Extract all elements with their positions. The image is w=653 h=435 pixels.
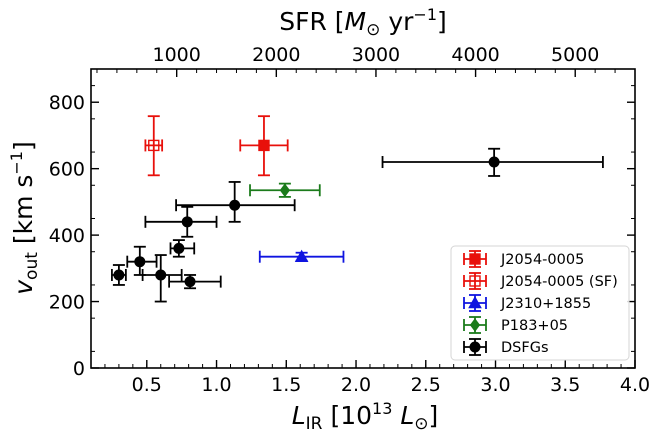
data-point (175, 181, 296, 223)
top-axis-ticks: 1000 2000 3000 4000 5000 (96, 44, 636, 77)
data-point (141, 254, 183, 303)
data-point (168, 274, 222, 290)
x-tick-label: 3.0 (480, 374, 510, 396)
y-tick-label: 800 (49, 92, 85, 114)
legend-label: DSFGs (501, 340, 549, 356)
data-point (249, 182, 321, 198)
x-tick-label: 4.0 (620, 374, 650, 396)
diamond-marker (279, 183, 291, 198)
diamond-marker (469, 318, 481, 332)
legend-label: P183+05 (501, 318, 568, 334)
circle-marker (184, 276, 196, 288)
legend-label: J2310+1855 (500, 296, 591, 312)
series-j2310-1855 (258, 249, 345, 263)
legend-entry: J2054-0005 (463, 250, 584, 268)
x-axis-ticks: 0.5 1.0 1.5 2.0 2.5 3.0 3.5 4.0 (90, 360, 650, 396)
data-point (169, 239, 196, 258)
circle-marker (229, 199, 241, 211)
series-j2054-0005 (239, 115, 289, 177)
top-tick-label: 1000 (153, 44, 201, 66)
x-tick-label: 2.5 (411, 374, 441, 396)
circle-marker (181, 216, 193, 228)
legend: J2054-0005 J2054-0005 (SF) J2310+1855 P183+… (450, 245, 630, 361)
x-tick-label: 3.5 (550, 374, 580, 396)
x-axis-title: LIR [1013 L⊙] (292, 399, 439, 434)
data-point (111, 264, 127, 286)
y-tick-label: 600 (49, 159, 85, 181)
x-tick-label: 0.5 (132, 374, 162, 396)
circle-marker (173, 242, 185, 254)
square-marker (258, 139, 270, 152)
y-tick-label: 0 (73, 358, 85, 380)
data-markers (111, 115, 604, 303)
circle-marker (469, 341, 481, 353)
data-point (126, 245, 158, 276)
circle-marker (488, 156, 500, 168)
x-tick-label: 2.0 (341, 374, 371, 396)
triangle-marker (294, 249, 309, 263)
top-tick-label: 5000 (551, 44, 599, 66)
data-point (144, 205, 218, 238)
x-tick-label: 1.0 (201, 374, 231, 396)
legend-label: J2054-0005 (SF) (500, 274, 618, 290)
circle-marker (134, 256, 146, 268)
triangle-marker (468, 295, 482, 309)
circle-marker (155, 269, 167, 281)
series-j2054-0005-sf- (144, 115, 164, 177)
legend-entry: J2310+1855 (463, 294, 591, 312)
x-tick-label: 1.5 (271, 374, 301, 396)
y-tick-label: 400 (49, 225, 85, 247)
top-axis-title: SFR [M⊙ yr−1] (279, 5, 447, 40)
top-tick-label: 3000 (352, 44, 400, 66)
y-axis-ticks: 0 200 400 600 800 (49, 85, 635, 380)
legend-entry: DSFGs (463, 338, 549, 356)
legend-box (450, 245, 630, 361)
y-axis-title: vout [km s−1] (7, 141, 42, 295)
legend-entry: P183+05 (463, 316, 568, 334)
data-point (239, 115, 289, 177)
legend-entry: J2054-0005 (SF) (463, 272, 618, 290)
y-tick-label: 200 (49, 292, 85, 314)
top-tick-label: 4000 (451, 44, 499, 66)
top-tick-label: 2000 (252, 44, 300, 66)
series-dsfgs (111, 147, 604, 303)
series-p183-05 (249, 182, 321, 198)
data-point (381, 147, 604, 177)
square-marker (469, 253, 481, 265)
data-point (144, 115, 164, 177)
data-point (258, 249, 345, 263)
circle-marker (113, 269, 125, 281)
legend-label: J2054-0005 (500, 252, 584, 268)
